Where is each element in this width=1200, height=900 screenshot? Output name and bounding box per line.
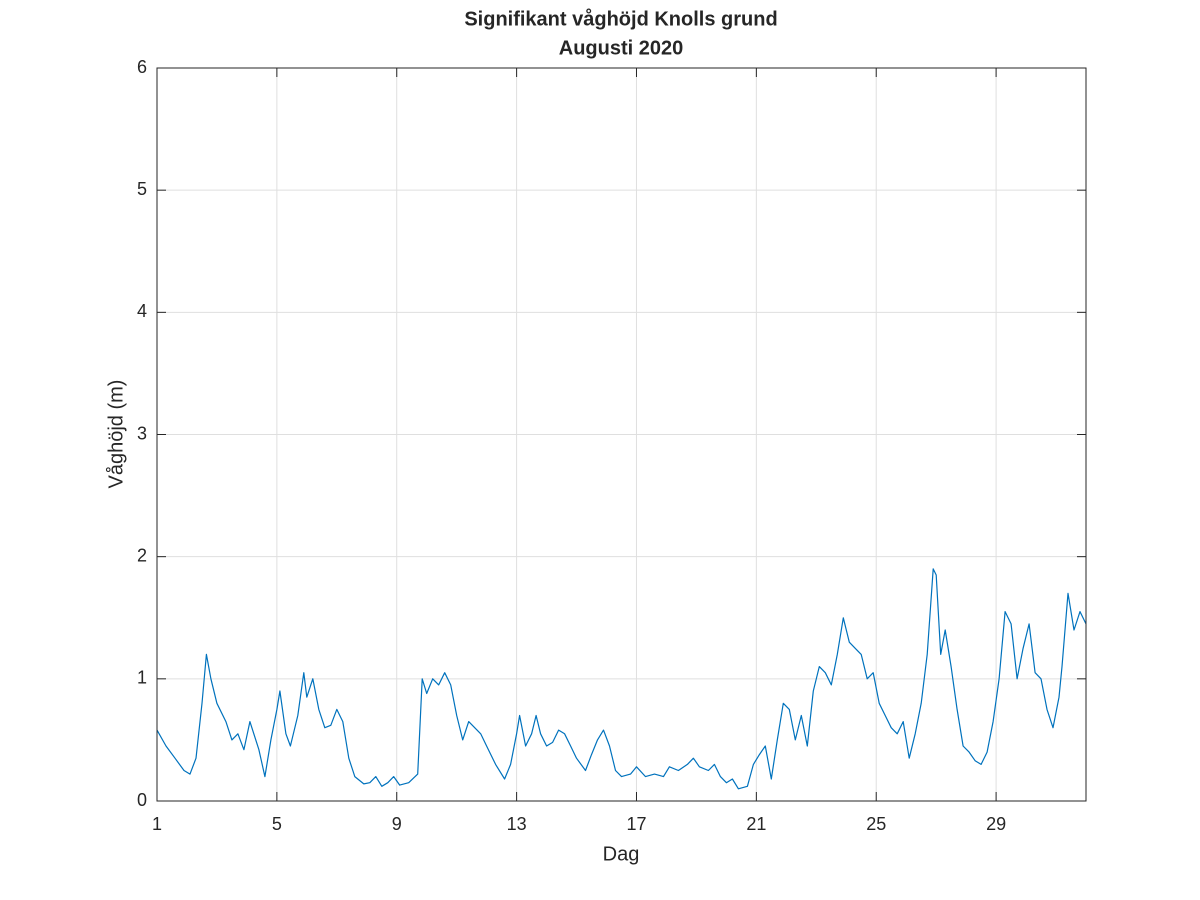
x-tick-label: 17 (626, 814, 646, 834)
x-tick-label: 5 (272, 814, 282, 834)
data-line (156, 568, 1087, 790)
x-tick-label: 1 (152, 814, 162, 834)
y-tick-label: 5 (137, 179, 147, 199)
y-tick-label: 1 (137, 668, 147, 688)
x-tick-label: 9 (392, 814, 402, 834)
x-tick-label: 21 (746, 814, 766, 834)
y-axis-label: Våghöjd (m) (105, 380, 127, 489)
chart-title: Signifikant våghöjd Knolls grund (464, 7, 777, 30)
x-tick-label: 25 (866, 814, 886, 834)
axes-box (156, 67, 1087, 802)
y-tick-label: 6 (137, 57, 147, 77)
x-tick-label: 29 (986, 814, 1006, 834)
x-tick-label: 13 (507, 814, 527, 834)
chart-subtitle: Augusti 2020 (559, 37, 683, 59)
y-tick-label: 2 (137, 545, 147, 565)
y-tick-label: 0 (137, 790, 147, 810)
y-tick-label: 3 (137, 423, 147, 443)
x-axis-label: Dag (603, 843, 640, 865)
y-tick-label: 4 (137, 301, 147, 321)
